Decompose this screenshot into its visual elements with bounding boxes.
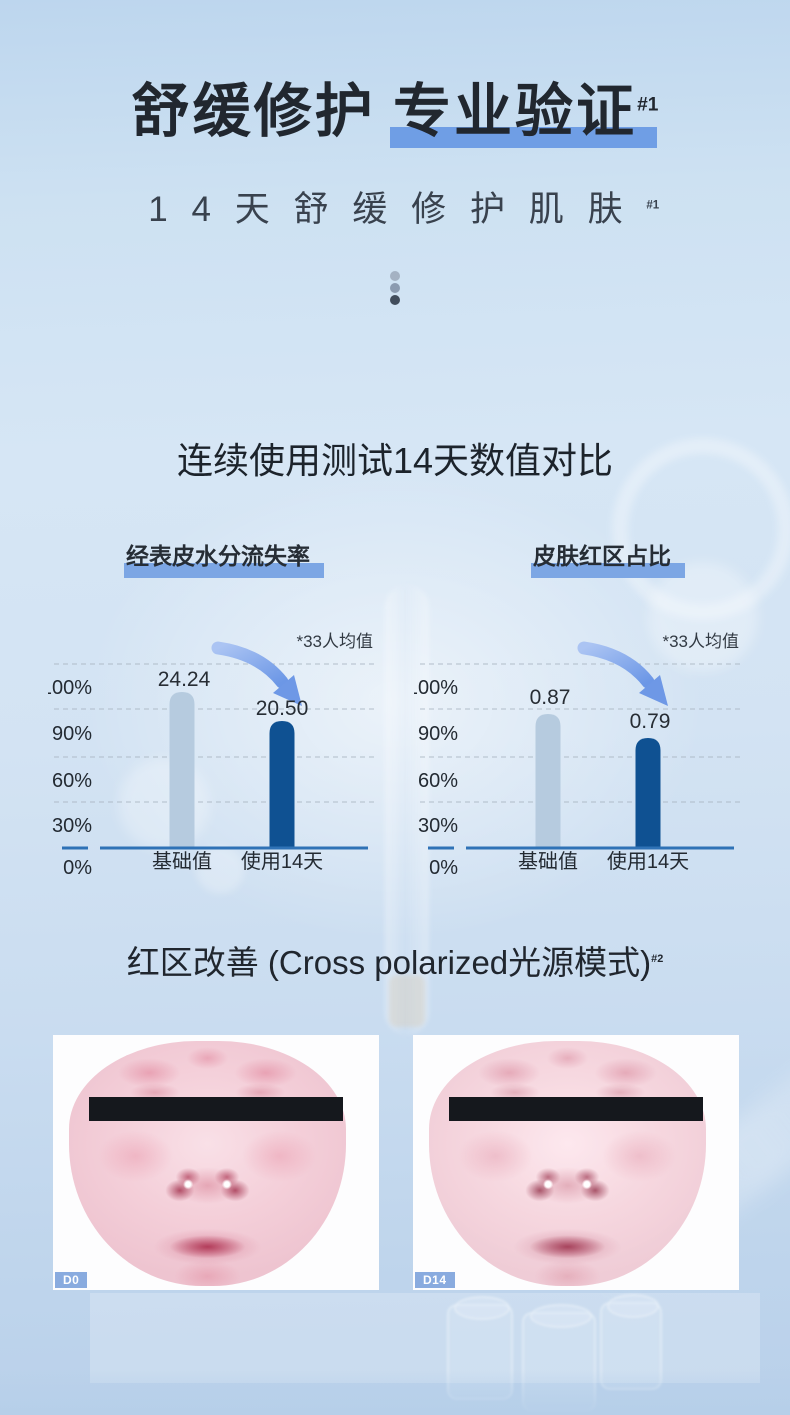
photos-section-title: 红区改善 (Cross polarized光源模式)#2 — [0, 936, 790, 984]
dot-icon — [390, 271, 400, 281]
title-footnote-marker: #1 — [637, 94, 659, 116]
chart-title-redness-text: 皮肤红区占比 — [531, 537, 685, 578]
page-title-text: 舒缓修护 — [131, 79, 376, 144]
decrease-arrow-icon — [211, 641, 289, 689]
bar-day14 — [635, 738, 661, 848]
redness-bar-chart: *33人均值 100% 90% 60% 30% 0% 0.87 0.79 基础值… — [414, 632, 744, 879]
day-badge: D0 — [55, 1272, 88, 1288]
y-tick-label: 90% — [52, 723, 92, 745]
vertical-ellipsis-decoration — [0, 271, 790, 305]
day-badge: D14 — [415, 1272, 455, 1288]
background-photo-band — [90, 1293, 760, 1383]
dot-icon — [390, 295, 400, 305]
bar-value-day14: 0.79 — [630, 710, 671, 733]
bar-day14 — [269, 721, 295, 848]
tewl-bar-chart: *33人均值 100% 90% 60% 30% 0% 24.24 20.50 基… — [48, 632, 378, 879]
y-tick-label: 90% — [418, 723, 458, 745]
eye-censor-bar — [89, 1097, 343, 1121]
y-tick-label: 100% — [48, 677, 92, 699]
photos-footnote-marker: #2 — [651, 953, 664, 965]
category-label-baseline: 基础值 — [518, 850, 578, 873]
eye-censor-bar — [449, 1097, 703, 1121]
face-image — [69, 1041, 347, 1287]
decrease-arrow-icon — [577, 641, 655, 689]
y-tick-label: 60% — [52, 770, 92, 792]
category-label-baseline: 基础值 — [152, 850, 212, 873]
page-subtitle-text: 14天舒缓修护肌肤 — [148, 190, 647, 229]
bar-value-baseline: 24.24 — [158, 668, 211, 691]
vial-decoration — [522, 1304, 596, 1412]
page-title-highlighted-text: 专业验证 — [390, 64, 658, 148]
y-tick-label: 0% — [63, 857, 92, 879]
page-title: 舒缓修护 专业验证#1 — [0, 64, 790, 148]
face-image — [429, 1041, 707, 1287]
subtitle-footnote-marker: #1 — [646, 199, 660, 212]
y-tick-label: 100% — [414, 677, 458, 699]
chart-title-tewl: 经表皮水分流失率 — [48, 537, 388, 578]
vial-decoration — [447, 1296, 513, 1400]
face-photo-day14: D14 — [413, 1035, 739, 1290]
face-photo-day0: D0 — [53, 1035, 379, 1290]
photos-section-title-text: 红区改善 (Cross polarized光源模式) — [126, 944, 652, 981]
y-tick-label: 30% — [418, 815, 458, 837]
chart-title-tewl-text: 经表皮水分流失率 — [124, 537, 324, 578]
bottom-fade-decoration — [0, 1370, 790, 1415]
category-label-day14: 使用14天 — [241, 850, 323, 873]
y-tick-label: 60% — [418, 770, 458, 792]
vial-decoration — [600, 1294, 662, 1390]
y-tick-label: 30% — [52, 815, 92, 837]
vial-cap-decoration — [453, 1296, 511, 1320]
charts-section-title: 连续使用测试14天数值对比 — [176, 440, 614, 481]
bar-baseline — [535, 714, 561, 848]
vial-cap-decoration — [606, 1294, 660, 1318]
bar-baseline — [169, 692, 195, 848]
chart-title-redness: 皮肤红区占比 — [432, 537, 772, 578]
chart-note: *33人均值 — [296, 632, 373, 651]
bar-value-baseline: 0.87 — [530, 686, 571, 709]
vial-cap-decoration — [529, 1304, 593, 1328]
category-label-day14: 使用14天 — [607, 850, 689, 873]
dot-icon — [390, 283, 400, 293]
y-tick-label: 0% — [429, 857, 458, 879]
chart-note: *33人均值 — [662, 632, 739, 651]
page-subtitle: 14天舒缓修护肌肤#1 — [0, 181, 790, 232]
bar-value-day14: 20.50 — [256, 697, 309, 720]
